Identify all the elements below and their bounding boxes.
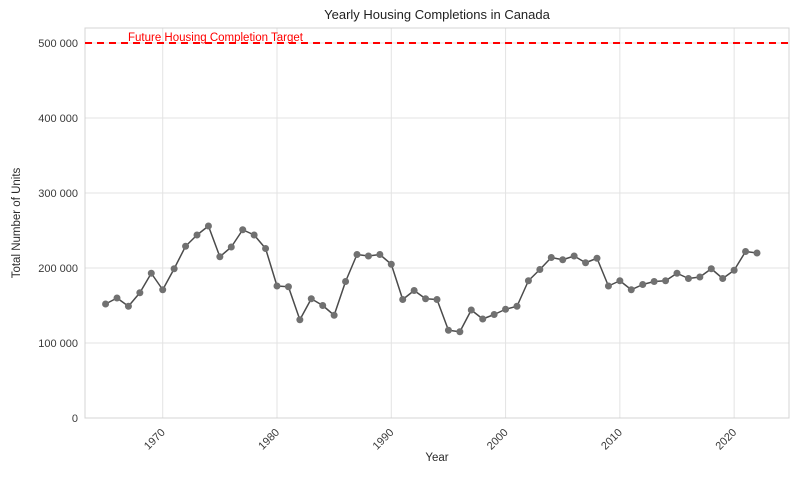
data-point (742, 248, 750, 255)
data-point (124, 302, 132, 310)
data-point (662, 277, 670, 285)
x-tick-label: 1970 (142, 427, 168, 453)
data-point (582, 259, 590, 267)
data-point (730, 266, 738, 274)
data-point (673, 269, 681, 277)
target-line-label: Future Housing Completion Target (128, 32, 303, 44)
data-point (284, 283, 292, 291)
chart-title: Yearly Housing Completions in Canada (324, 7, 550, 22)
data-point (444, 326, 452, 334)
data-point (684, 275, 692, 282)
data-point (650, 278, 658, 285)
data-point (102, 300, 110, 308)
data-point (342, 278, 350, 285)
y-tick-label: 500 000 (38, 38, 78, 50)
data-point (490, 311, 498, 318)
data-point (433, 296, 441, 303)
data-point (410, 287, 418, 294)
data-point (353, 251, 361, 258)
data-point (216, 253, 224, 261)
y-tick-label: 300 000 (38, 188, 78, 200)
x-axis-title: Year (425, 452, 449, 464)
data-point (182, 242, 190, 250)
data-point (170, 265, 178, 273)
data-point (570, 252, 578, 260)
y-tick-label: 0 (72, 413, 78, 425)
data-point (113, 294, 121, 302)
data-point (604, 282, 612, 290)
data-point (376, 251, 384, 258)
data-point (307, 295, 315, 303)
x-tick-label: 2000 (485, 427, 511, 453)
y-tick-label: 400 000 (38, 113, 78, 125)
data-point (467, 306, 475, 314)
x-tick-label: 1980 (256, 427, 282, 453)
data-point (536, 266, 544, 273)
data-point (616, 277, 624, 285)
x-tick-label: 1990 (371, 427, 397, 453)
data-point (696, 273, 704, 281)
data-point (204, 222, 212, 230)
data-point (719, 275, 727, 282)
data-point (387, 260, 395, 268)
data-point (193, 231, 201, 239)
data-point (296, 316, 304, 324)
data-point (319, 302, 327, 309)
data-point (227, 243, 235, 251)
x-tick-label: 2020 (713, 427, 739, 453)
data-point (707, 265, 715, 273)
data-point (147, 269, 155, 277)
data-point (250, 231, 258, 239)
data-point (559, 256, 567, 264)
data-point (456, 328, 464, 336)
series-line (105, 225, 758, 333)
data-point (627, 286, 635, 294)
data-point (159, 286, 167, 294)
data-point (399, 296, 407, 303)
y-tick-label: 200 000 (38, 263, 78, 275)
y-tick-label: 100 000 (38, 338, 78, 350)
data-point (239, 226, 247, 234)
data-point (364, 252, 372, 260)
data-point (639, 281, 647, 288)
data-point (502, 305, 510, 313)
data-point (262, 245, 270, 252)
data-point (524, 277, 532, 285)
data-point (753, 249, 761, 257)
data-point (136, 289, 144, 297)
plot-border (84, 27, 790, 419)
data-point (330, 311, 338, 319)
data-point (547, 254, 555, 261)
data-point (422, 295, 430, 303)
data-point (479, 315, 487, 323)
data-point (593, 254, 601, 262)
data-point (513, 302, 521, 310)
data-point (273, 282, 281, 290)
x-tick-label: 2010 (599, 427, 625, 453)
